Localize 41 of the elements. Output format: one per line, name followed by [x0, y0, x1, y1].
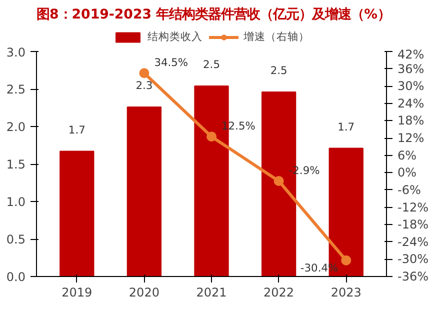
y2-tick-label: -36%	[398, 270, 429, 284]
y2-tick-label: 18%	[398, 114, 424, 128]
y2-tick-label: -30%	[398, 252, 429, 266]
y2-tick-label: 42%	[398, 48, 424, 62]
y-tick-label: 3.0	[6, 46, 26, 60]
x-tick-label: 2022	[264, 286, 294, 300]
data-label: 34.5%	[154, 56, 188, 70]
y2-tick-label: -12%	[398, 200, 429, 214]
x-tick-label: 2020	[128, 286, 160, 300]
y-tick-label: 1.0	[6, 195, 26, 209]
data-label: 1.7	[338, 120, 355, 134]
x-tick-label: 2019	[62, 286, 92, 300]
y-tick-label: 0.0	[6, 270, 26, 284]
point	[274, 176, 284, 186]
chart-title: 图8：2019-2023 年结构类器件营收（亿元）及增速（%）	[36, 6, 390, 22]
data-label: 2.3	[136, 79, 153, 92]
x-tick-label: 2021	[196, 286, 227, 300]
legend-label: 结构类收入	[148, 30, 202, 44]
x-tick-label: 2023	[330, 286, 362, 300]
y2-tick-label: -6%	[398, 182, 421, 197]
y2-tick-label: 24%	[398, 96, 424, 110]
y-tick-label: 2.0	[6, 120, 26, 134]
data-label: 1.7	[68, 123, 86, 136]
bar	[60, 150, 94, 276]
point	[139, 68, 150, 78]
y-tick-label: 1.5	[6, 158, 26, 172]
y2-tick-label: 6%	[398, 148, 417, 162]
y2-tick-label: 36%	[398, 62, 424, 76]
legend-label: 增速（右轴）	[244, 30, 310, 44]
data-label: 2.5	[270, 64, 288, 77]
point	[206, 132, 216, 142]
y2-tick-label: -24%	[398, 234, 429, 249]
y2-tick-label: 0%	[398, 166, 417, 180]
data-label: 2.5	[203, 58, 220, 71]
y-tick-label: 0.5	[6, 232, 26, 246]
y2-tick-label: 12%	[398, 131, 424, 146]
y2-tick-label: -18%	[398, 218, 429, 232]
y-tick-label: 2.5	[6, 82, 26, 96]
y2-tick-label: 30%	[398, 79, 424, 94]
point	[341, 255, 352, 266]
bar	[126, 106, 162, 276]
